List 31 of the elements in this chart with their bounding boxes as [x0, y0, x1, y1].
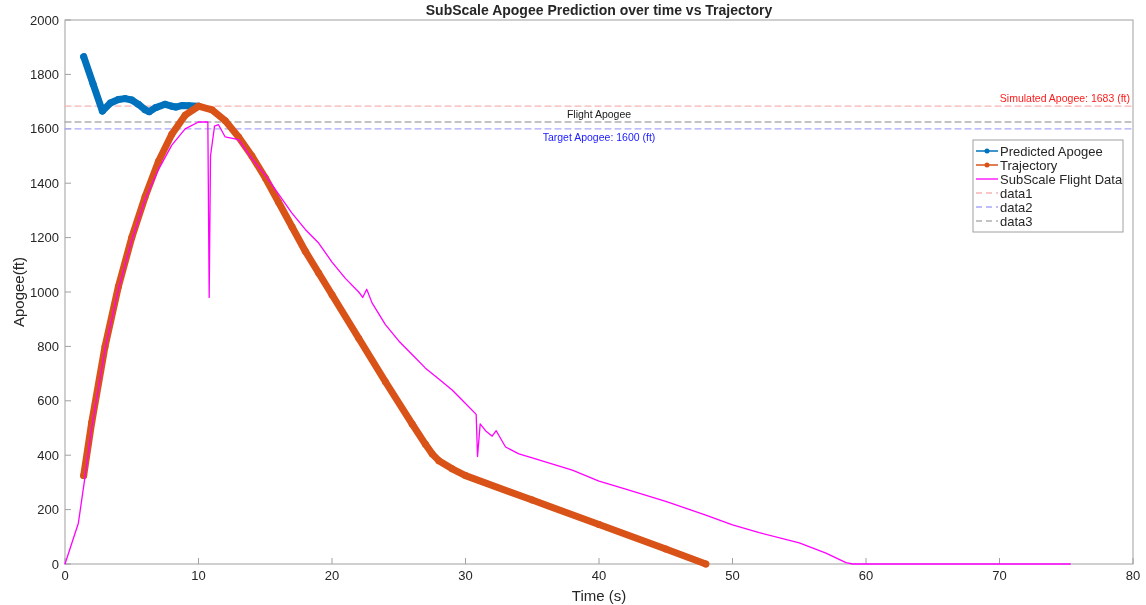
y-tick-label: 200 [37, 502, 59, 518]
annotation: Flight Apogee [566, 108, 632, 120]
y-tick-label: 400 [37, 447, 59, 463]
x-tick-label: 60 [858, 568, 874, 583]
y-tick-label: 1800 [30, 66, 59, 82]
y-tick-label: 600 [37, 393, 59, 409]
y-tick-label: 0 [51, 556, 59, 572]
y-tick-label: 800 [37, 338, 59, 354]
x-tick-label: 10 [191, 568, 206, 583]
legend-label: Predicted Apogee [1000, 143, 1103, 159]
x-tick-label: 50 [725, 568, 740, 583]
x-tick-label: 0 [61, 568, 69, 583]
x-axis-title: Time (s) [571, 587, 627, 604]
x-tick-label: 20 [324, 568, 340, 583]
legend-label: data2 [1000, 199, 1033, 215]
x-tick-label: 30 [458, 568, 473, 583]
legend-label: Trajectory [1000, 157, 1058, 173]
annotation: Simulated Apogee: 1683 (ft) [999, 92, 1130, 105]
x-tick-label: 80 [1125, 568, 1141, 583]
x-tick-label: 40 [591, 568, 607, 583]
chart-title: SubScale Apogee Prediction over time vs Trajectory [425, 2, 773, 18]
annotation: Target Apogee: 1600 (ft) [542, 130, 656, 143]
x-tick-label: 70 [992, 568, 1007, 583]
y-tick-label: 1000 [30, 284, 59, 300]
y-tick-label: 1200 [30, 230, 59, 246]
y-tick-label: 1600 [30, 121, 59, 137]
y-tick-label: 2000 [30, 12, 59, 28]
y-tick-label: 1400 [30, 175, 59, 191]
legend-label: data1 [1000, 185, 1033, 201]
y-axis-title: Apogee(ft) [10, 256, 27, 328]
legend-label: data3 [1000, 213, 1033, 229]
